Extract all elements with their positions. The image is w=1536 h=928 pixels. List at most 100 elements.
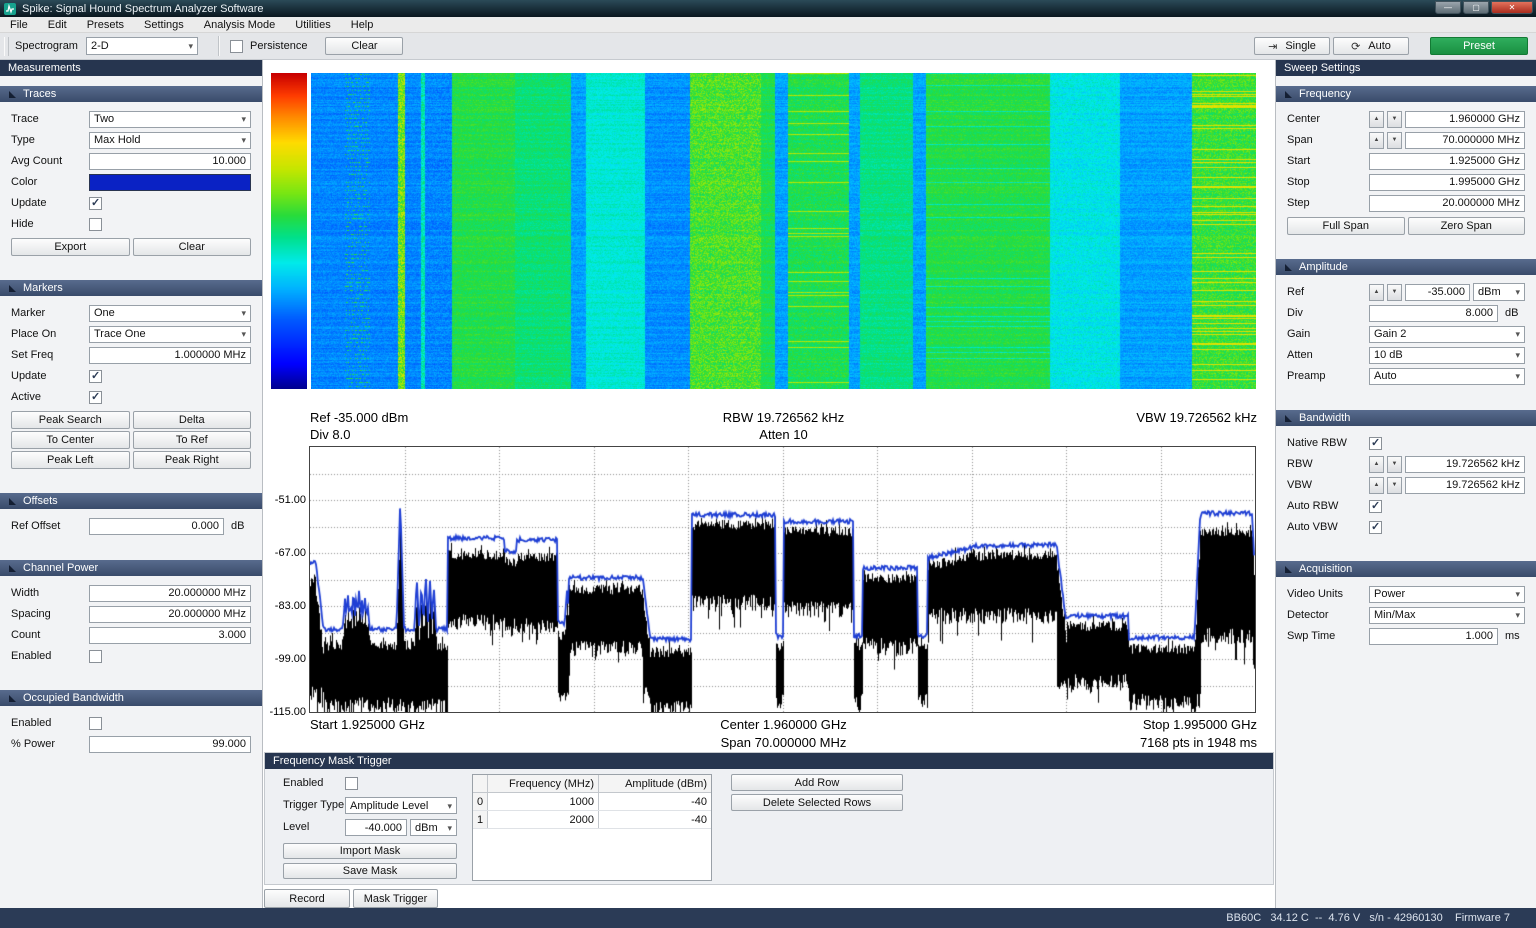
ref-level-input[interactable]: -35.000 [1405,283,1470,301]
fmt-trigger-type-dropdown[interactable]: Amplitude Level [345,797,457,814]
trace-clear-button[interactable]: Clear [132,238,251,256]
frequency-section-header[interactable]: Frequency [1276,86,1536,102]
trace-color-swatch[interactable] [89,173,251,191]
peak-right-button[interactable]: Peak Right [132,451,251,469]
mask-table-row[interactable]: 1 2000 -40 [473,811,711,829]
import-mask-button[interactable]: Import Mask [283,843,457,859]
cp-width-input[interactable]: 20.000000 MHz [89,584,251,602]
swp-time-input[interactable]: 1.000 [1369,627,1498,645]
full-span-button[interactable]: Full Span [1287,217,1405,235]
fmt-enabled-checkbox[interactable] [345,777,358,790]
mask-trigger-button[interactable]: Mask Trigger [353,889,438,908]
vbw-step-down-button[interactable]: ▼ [1387,476,1402,494]
center-freq-input[interactable]: 1.960000 GHz [1405,110,1525,128]
add-row-button[interactable]: Add Row [731,774,903,791]
mask-row-frequency-cell[interactable]: 1000 [488,793,599,810]
minimize-button[interactable]: — [1435,1,1461,14]
marker-select-dropdown[interactable]: One [89,304,251,322]
to-ref-button[interactable]: To Ref [132,431,251,449]
record-button[interactable]: Record [264,889,350,908]
ob-power-input[interactable]: 99.000 [89,735,251,753]
peak-search-button[interactable]: Peak Search [11,411,130,429]
mask-table-row[interactable]: 0 1000 -40 [473,793,711,811]
acquisition-section-header[interactable]: Acquisition [1276,561,1536,577]
ob-enabled-checkbox[interactable] [89,716,102,730]
trace-hide-checkbox[interactable] [89,217,102,231]
avg-count-input[interactable]: 10.000 [89,152,251,170]
ref-step-down-button[interactable]: ▼ [1387,283,1402,301]
zero-span-button[interactable]: Zero Span [1407,217,1525,235]
center-step-down-button[interactable]: ▼ [1387,110,1402,128]
ref-step-up-button[interactable]: ▲ [1369,283,1384,301]
span-step-down-button[interactable]: ▼ [1387,131,1402,149]
occupied-bandwidth-section-header[interactable]: Occupied Bandwidth [0,690,262,706]
menu-settings[interactable]: Settings [144,18,184,31]
step-input[interactable]: 20.000000 MHz [1369,194,1525,212]
detector-dropdown[interactable]: Min/Max [1369,606,1525,624]
spectrogram-mode-dropdown[interactable]: 2-D [85,37,198,55]
menu-analysis-mode[interactable]: Analysis Mode [203,18,276,31]
rbw-input[interactable]: 19.726562 kHz [1405,455,1525,473]
trace-export-button[interactable]: Export [11,238,130,256]
channel-power-section-header[interactable]: Channel Power [0,560,262,576]
ref-offset-input[interactable]: 0.000 [89,517,224,535]
auto-rbw-checkbox[interactable] [1369,499,1382,513]
marker-update-checkbox[interactable] [89,369,102,383]
delta-button[interactable]: Delta [132,411,251,429]
div-input[interactable]: 8.000 [1369,304,1498,322]
cp-spacing-input[interactable]: 20.000000 MHz [89,605,251,623]
video-units-dropdown[interactable]: Power [1369,585,1525,603]
menu-help[interactable]: Help [350,18,374,31]
fmt-level-unit-dropdown[interactable]: dBm [410,819,457,836]
preset-button[interactable]: Preset [1430,37,1528,55]
mask-row-amplitude-cell[interactable]: -40 [691,795,707,808]
single-sweep-button[interactable]: ⇥ Single [1254,37,1330,55]
auto-sweep-button[interactable]: ⟳ Auto [1333,37,1409,55]
delete-rows-button[interactable]: Delete Selected Rows [731,794,903,811]
vbw-step-up-button[interactable]: ▲ [1369,476,1384,494]
mask-row-amplitude-cell[interactable]: -40 [691,813,707,826]
offsets-section-header[interactable]: Offsets [0,493,262,509]
persistence-checkbox[interactable] [229,39,243,53]
set-freq-input[interactable]: 1.000000 MHz [89,346,251,364]
mask-points-table[interactable]: Frequency (MHz) Amplitude (dBm) 0 1000 -… [472,774,712,881]
native-rbw-checkbox[interactable] [1369,436,1382,450]
markers-section-header[interactable]: Markers [0,280,262,296]
rbw-step-up-button[interactable]: ▲ [1369,455,1384,473]
stop-freq-input[interactable]: 1.995000 GHz [1369,173,1525,191]
traces-section-header[interactable]: Traces [0,86,262,102]
start-freq-input[interactable]: 1.925000 GHz [1369,152,1525,170]
auto-vbw-checkbox[interactable] [1369,520,1382,534]
menu-file[interactable]: File [10,18,28,31]
center-step-up-button[interactable]: ▲ [1369,110,1384,128]
marker-active-checkbox[interactable] [89,390,102,404]
cp-enabled-checkbox[interactable] [89,649,102,663]
menu-presets[interactable]: Presets [86,18,124,31]
mask-row-frequency-cell[interactable]: 2000 [488,811,599,828]
save-mask-button[interactable]: Save Mask [283,863,457,879]
span-step-up-button[interactable]: ▲ [1369,131,1384,149]
close-button[interactable]: ✕ [1491,1,1533,14]
trace-type-dropdown[interactable]: Max Hold [89,131,251,149]
span-input[interactable]: 70.000000 MHz [1405,131,1525,149]
trace-update-checkbox[interactable] [89,196,102,210]
menu-utilities[interactable]: Utilities [295,18,331,31]
amplitude-section-header[interactable]: Amplitude [1276,259,1536,275]
to-center-button[interactable]: To Center [11,431,130,449]
clear-persistence-button[interactable]: Clear [325,37,404,55]
bandwidth-section-header[interactable]: Bandwidth [1276,410,1536,426]
ref-unit-dropdown[interactable]: dBm [1473,283,1525,301]
cp-count-input[interactable]: 3.000 [89,626,251,644]
maximize-button[interactable]: ▢ [1463,1,1489,14]
peak-left-button[interactable]: Peak Left [11,451,130,469]
vbw-input[interactable]: 19.726562 kHz [1405,476,1525,494]
trace-select-dropdown[interactable]: Two [89,110,251,128]
fmt-level-input[interactable]: -40.000 [345,819,407,836]
spectrum-plot[interactable] [310,447,1255,712]
spectrogram-waterfall[interactable] [311,73,1256,389]
atten-dropdown[interactable]: 10 dB [1369,346,1525,364]
preamp-dropdown[interactable]: Auto [1369,367,1525,385]
rbw-step-down-button[interactable]: ▼ [1387,455,1402,473]
menu-edit[interactable]: Edit [47,18,67,31]
place-on-dropdown[interactable]: Trace One [89,325,251,343]
